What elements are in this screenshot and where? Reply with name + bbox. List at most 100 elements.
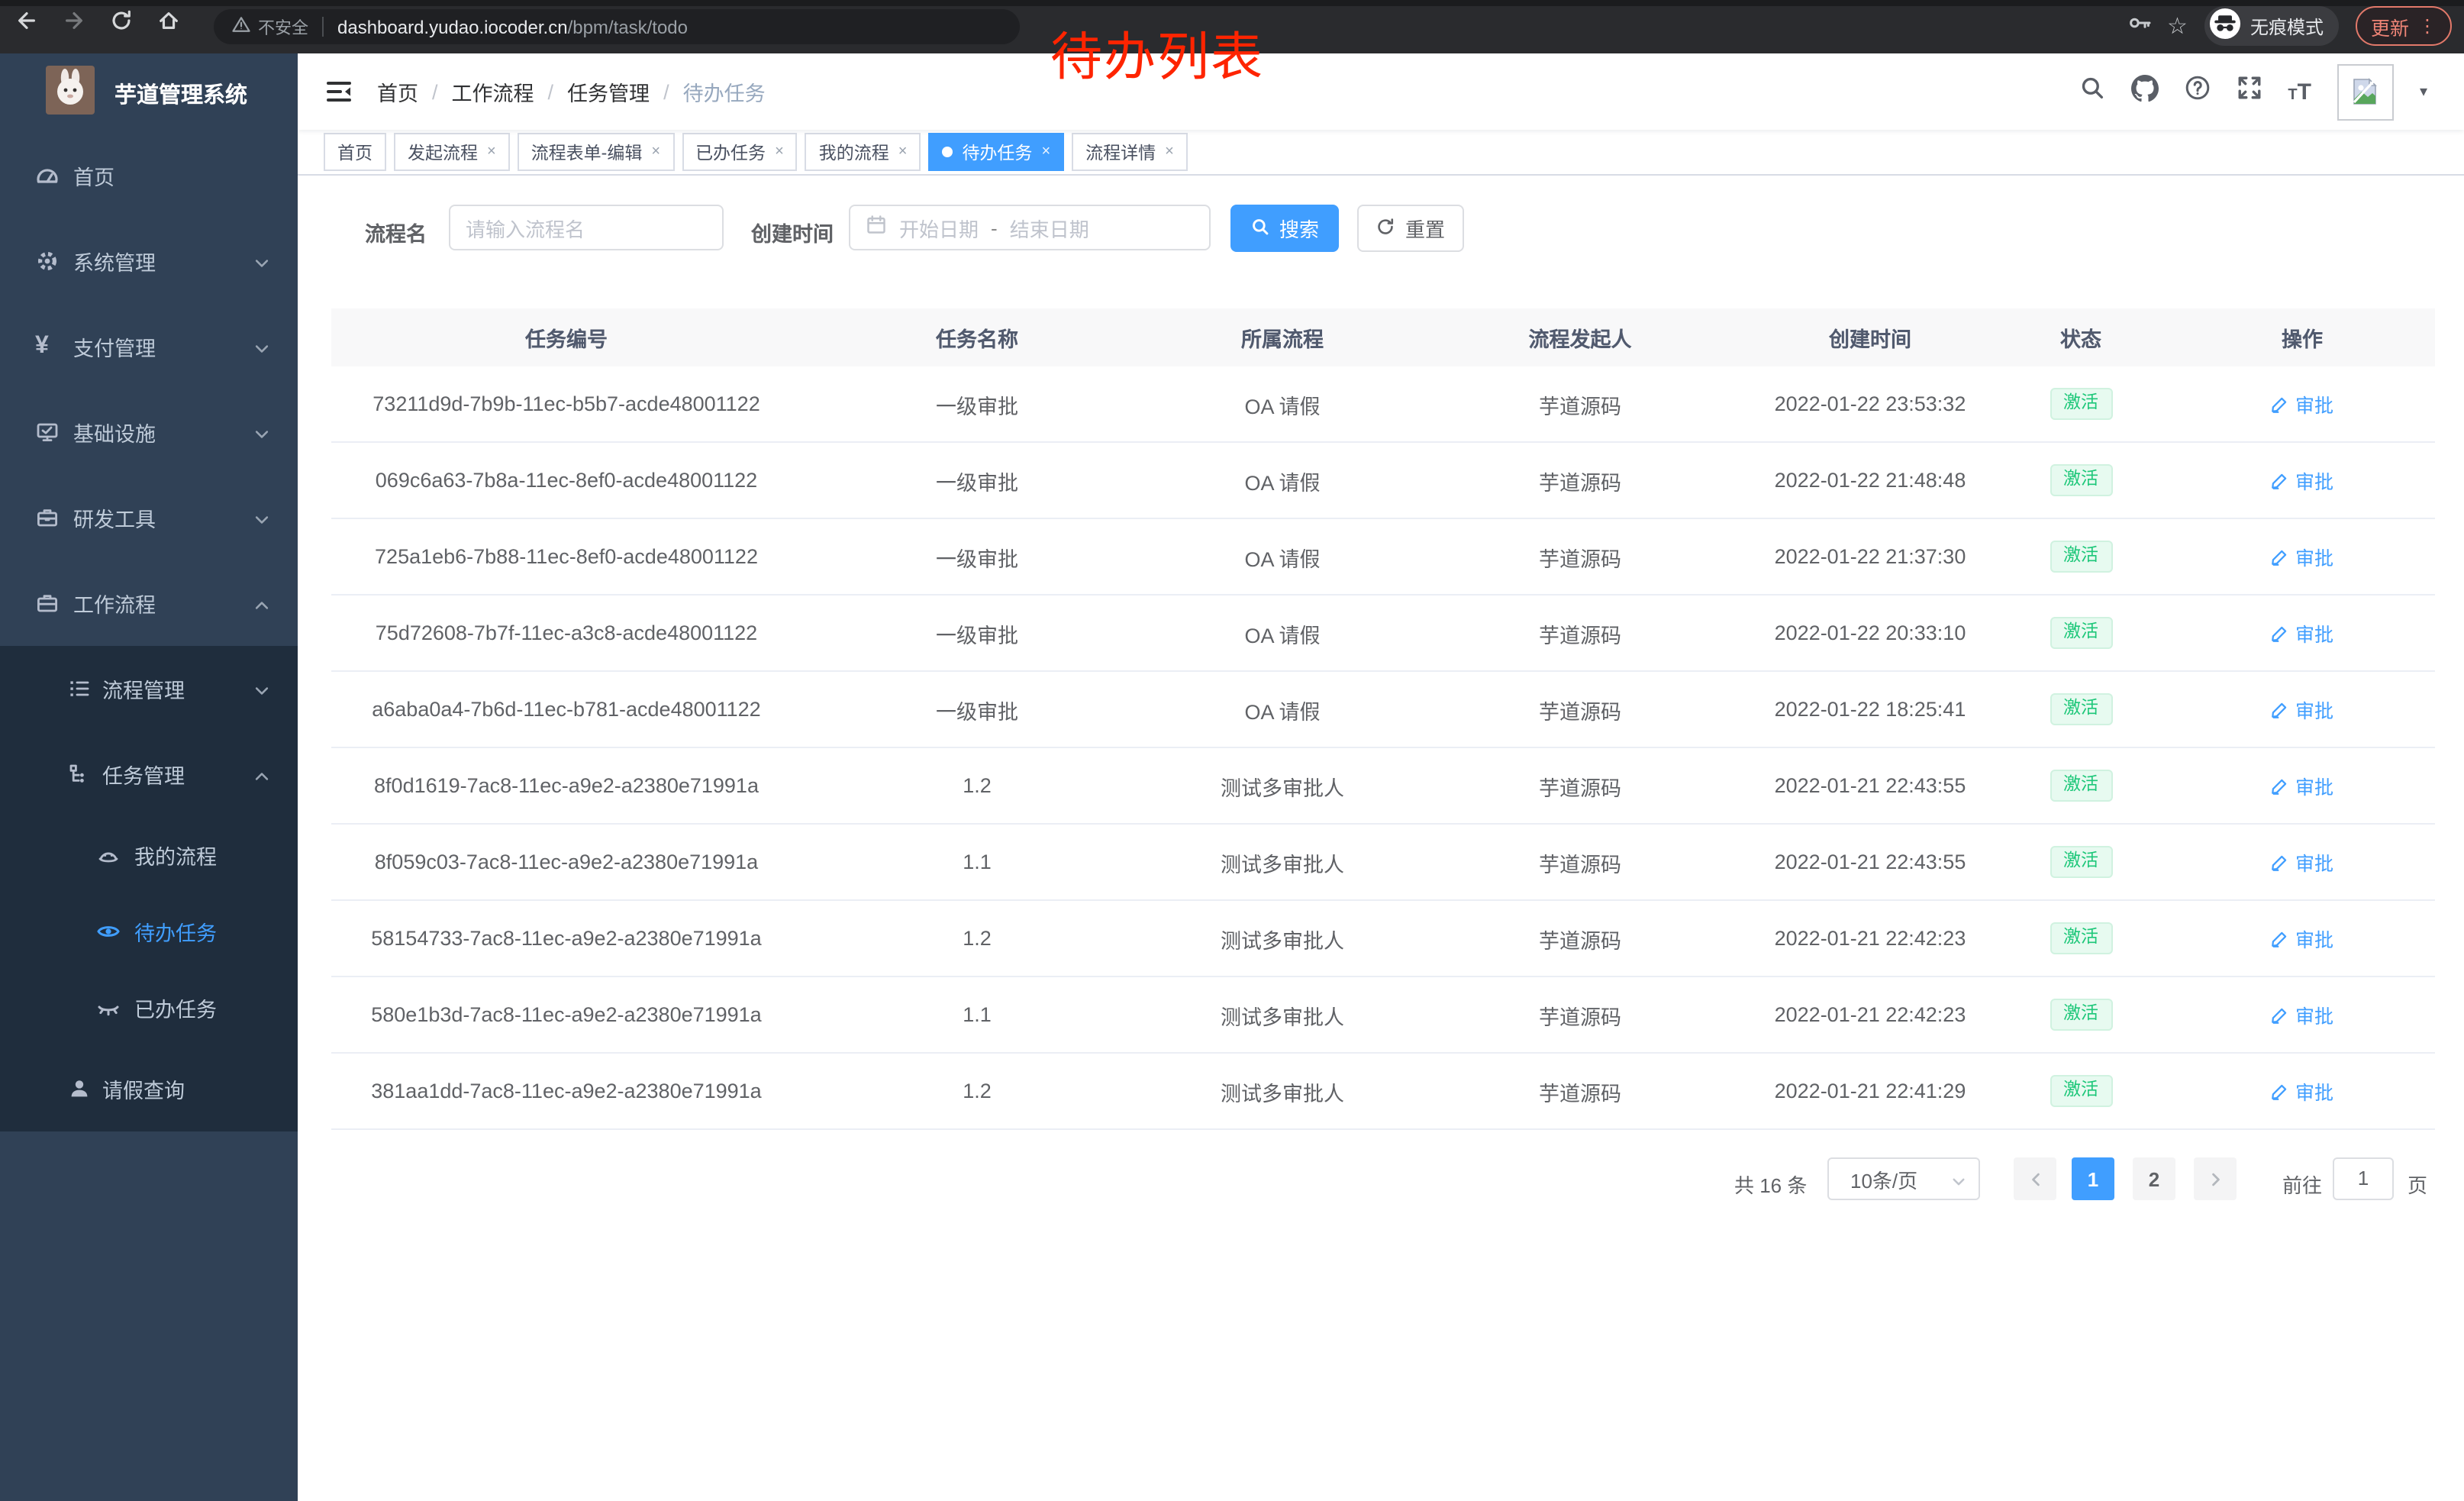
- tab-todo-tasks[interactable]: 待办任务 ×: [928, 133, 1065, 171]
- approve-link[interactable]: 审批: [2271, 847, 2333, 876]
- toolbox-icon: [35, 505, 60, 530]
- cell-id: 8f059c03-7ac8-11ec-a9e2-a2380e71991a: [331, 824, 801, 901]
- url-bar[interactable]: 不安全 dashboard.yudao.iocoder.cn/bpm/task/…: [214, 9, 1020, 44]
- breadcrumb-current: 待办任务: [682, 82, 766, 105]
- reload-icon[interactable]: [110, 9, 133, 40]
- search-icon[interactable]: [2079, 75, 2104, 108]
- table-row: a6aba0a4-7b6d-11ec-b781-acde48001122 一级审批…: [331, 671, 2435, 748]
- avatar[interactable]: [2337, 63, 2394, 120]
- cell-name: 一级审批: [801, 518, 1153, 596]
- chevron-up-icon: [253, 595, 270, 612]
- sidebar-item-devtools[interactable]: 研发工具: [0, 475, 298, 560]
- tab-start-process[interactable]: 发起流程 ×: [394, 133, 510, 171]
- approve-link[interactable]: 审批: [2271, 924, 2333, 953]
- github-icon[interactable]: [2130, 74, 2159, 109]
- sidebar-collapse-icon[interactable]: [324, 76, 354, 107]
- incognito-icon: [2209, 8, 2241, 44]
- status-badge: 激活: [2050, 845, 2112, 879]
- browser-menu-icon[interactable]: ⋮: [2418, 15, 2437, 37]
- cell-process: 测试多审批人: [1153, 1053, 1412, 1130]
- approve-link[interactable]: 审批: [2271, 771, 2333, 800]
- cell-id: 725a1eb6-7b88-11ec-8ef0-acde48001122: [331, 518, 801, 596]
- sidebar-item-leave-query[interactable]: 请假查询: [0, 1046, 298, 1131]
- approve-link[interactable]: 审批: [2271, 389, 2333, 418]
- help-icon[interactable]: [2184, 75, 2210, 108]
- page-size-select[interactable]: 10条/页: [1827, 1157, 1980, 1200]
- breadcrumb-home[interactable]: 首页: [377, 82, 418, 105]
- close-icon[interactable]: ×: [487, 144, 496, 160]
- close-icon[interactable]: ×: [1041, 144, 1051, 160]
- monitor-icon: [35, 420, 60, 444]
- search-icon: [1250, 216, 1270, 240]
- cell-id: a6aba0a4-7b6d-11ec-b781-acde48001122: [331, 671, 801, 748]
- key-icon[interactable]: [2127, 10, 2152, 42]
- breadcrumb-workflow[interactable]: 工作流程: [451, 82, 534, 105]
- avatar-caret-icon[interactable]: ▾: [2419, 83, 2427, 100]
- close-icon[interactable]: ×: [898, 144, 908, 160]
- sidebar-item-payment[interactable]: ¥ 支付管理: [0, 304, 298, 389]
- date-range-input[interactable]: 开始日期 - 结束日期: [849, 205, 1211, 250]
- sidebar-item-home[interactable]: 首页: [0, 133, 298, 218]
- sidebar-item-system[interactable]: 系统管理: [0, 218, 298, 304]
- goto-page-input[interactable]: 1: [2333, 1157, 2394, 1200]
- approve-link[interactable]: 审批: [2271, 1077, 2333, 1106]
- app-title: 芋道管理系统: [114, 83, 247, 108]
- tab-process-detail[interactable]: 流程详情 ×: [1072, 133, 1188, 171]
- approve-link[interactable]: 审批: [2271, 1000, 2333, 1029]
- status-badge: 激活: [2050, 616, 2112, 650]
- home-icon[interactable]: [157, 9, 180, 40]
- search-button[interactable]: 搜索: [1230, 205, 1339, 252]
- process-name-input[interactable]: 请输入流程名: [449, 205, 724, 250]
- sidebar-item-workflow[interactable]: 工作流程: [0, 560, 298, 646]
- tasks-table: 任务编号 任务名称 所属流程 流程发起人 创建时间 状态 操作 73211d9d…: [331, 308, 2435, 1130]
- cell-process: 测试多审批人: [1153, 747, 1412, 825]
- app-logo-row[interactable]: 芋道管理系统: [0, 53, 298, 133]
- fullscreen-icon[interactable]: [2236, 75, 2262, 108]
- table-row: 73211d9d-7b9b-11ec-b5b7-acde48001122 一级审批…: [331, 366, 2435, 443]
- approve-link[interactable]: 审批: [2271, 466, 2333, 495]
- status-badge: 激活: [2050, 540, 2112, 573]
- prev-page-button[interactable]: [2014, 1157, 2056, 1200]
- chevron-up-icon: [253, 766, 270, 783]
- sidebar-item-done-tasks[interactable]: 已办任务: [0, 970, 298, 1046]
- close-icon[interactable]: ×: [775, 144, 784, 160]
- table-header-row: 任务编号 任务名称 所属流程 流程发起人 创建时间 状态 操作: [331, 308, 2435, 366]
- url-host: dashboard.yudao.iocoder.cn: [337, 16, 568, 37]
- sidebar-item-task-mgmt[interactable]: 任务管理: [0, 731, 298, 817]
- tab-form-edit[interactable]: 流程表单-编辑 ×: [517, 133, 675, 171]
- tab-done-tasks[interactable]: 已办任务 ×: [682, 133, 798, 171]
- font-size-icon[interactable]: TT: [2288, 79, 2311, 105]
- page-button-1[interactable]: 1: [2072, 1157, 2114, 1200]
- bookmark-star-icon[interactable]: ☆: [2167, 13, 2188, 39]
- sidebar-item-infra[interactable]: 基础设施: [0, 389, 298, 475]
- cell-process: 测试多审批人: [1153, 824, 1412, 901]
- back-icon[interactable]: [15, 9, 38, 40]
- cell-process: OA 请假: [1153, 671, 1412, 748]
- sidebar-item-my-process[interactable]: 我的流程: [0, 817, 298, 893]
- forward-icon[interactable]: [63, 9, 85, 40]
- browser-chrome: 不安全 dashboard.yudao.iocoder.cn/bpm/task/…: [0, 0, 2464, 53]
- approve-link[interactable]: 审批: [2271, 618, 2333, 647]
- tab-home[interactable]: 首页: [324, 133, 386, 171]
- approve-link[interactable]: 审批: [2271, 695, 2333, 724]
- page-button-2[interactable]: 2: [2133, 1157, 2175, 1200]
- update-button[interactable]: 更新 ⋮: [2355, 6, 2452, 46]
- tab-my-process[interactable]: 我的流程 ×: [805, 133, 921, 171]
- close-icon[interactable]: ×: [651, 144, 661, 160]
- next-page-button[interactable]: [2194, 1157, 2237, 1200]
- workflow-submenu: 流程管理 任务管理 我的流程 待办任务 已办任务 请假: [0, 646, 298, 1131]
- reset-button[interactable]: 重置: [1357, 205, 1464, 252]
- close-icon[interactable]: ×: [1165, 144, 1174, 160]
- breadcrumb: 首页 / 工作流程 / 任务管理 / 待办任务: [377, 53, 766, 130]
- cell-name: 一级审批: [801, 366, 1153, 443]
- face-icon: [96, 843, 121, 867]
- cell-process: 测试多审批人: [1153, 900, 1412, 977]
- sidebar-item-todo-tasks[interactable]: 待办任务: [0, 893, 298, 970]
- cell-name: 1.2: [801, 747, 1153, 825]
- incognito-badge: 无痕模式: [2204, 6, 2339, 46]
- sidebar-item-process-mgmt[interactable]: 流程管理: [0, 646, 298, 731]
- breadcrumb-task-mgmt[interactable]: 任务管理: [567, 82, 650, 105]
- approve-link[interactable]: 审批: [2271, 542, 2333, 571]
- cell-process: OA 请假: [1153, 366, 1412, 443]
- end-date-placeholder: 结束日期: [1009, 218, 1089, 240]
